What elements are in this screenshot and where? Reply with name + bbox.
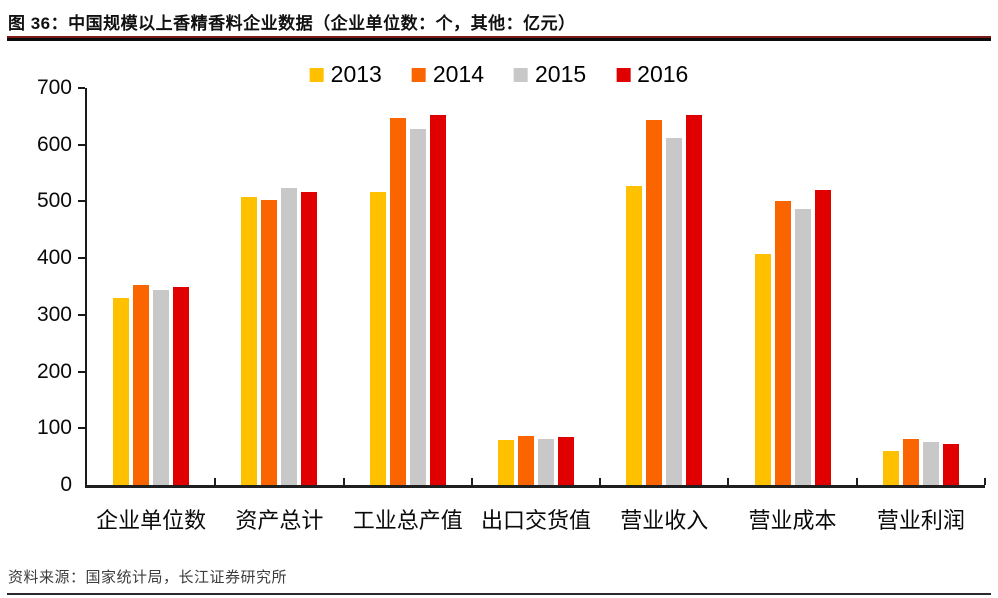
legend-label: 2013	[330, 61, 382, 87]
x-axis-tick	[599, 478, 602, 485]
bar-2016	[686, 114, 703, 485]
y-axis-label: 100	[36, 416, 72, 440]
legend-label: 2016	[637, 61, 689, 87]
bar-2014	[774, 201, 791, 485]
legend-item-2016: 2016	[616, 61, 688, 88]
bar-2016	[301, 191, 318, 485]
bar-group	[472, 88, 600, 485]
bar-group	[344, 88, 472, 485]
y-axis-tick	[78, 427, 85, 430]
bar-groups	[87, 88, 985, 485]
y-axis-label: 600	[36, 132, 72, 156]
y-axis-tick	[78, 257, 85, 260]
bar-chart: 2013 2014 2015 2016 0 100 200 300 400 500 600 700 …	[0, 45, 998, 550]
bar-2016	[814, 190, 831, 485]
x-axis-tick	[342, 478, 345, 485]
y-axis-label: 700	[36, 76, 72, 99]
x-axis-tick	[727, 478, 730, 485]
figure-title: 图 36：中国规模以上香精香料企业数据（企业单位数：个，其他：亿元）	[8, 14, 576, 33]
bar-2014	[261, 199, 278, 485]
legend-item-2015: 2015	[514, 61, 586, 88]
bar-2016	[429, 114, 446, 485]
bar-group	[600, 88, 728, 485]
x-axis-label: 营业利润	[876, 508, 965, 533]
bar-2013	[754, 253, 771, 485]
x-axis-label: 营业成本	[748, 508, 837, 533]
legend-swatch-icon	[616, 67, 631, 82]
bar-group	[87, 88, 215, 485]
title-divider	[7, 38, 991, 41]
bar-2013	[882, 450, 899, 485]
legend-swatch-icon	[411, 67, 426, 82]
legend-item-2014: 2014	[411, 61, 484, 88]
bottom-divider	[7, 593, 991, 595]
bar-2013	[241, 197, 258, 485]
bar-2015	[537, 438, 554, 485]
y-axis-tick	[78, 313, 85, 316]
bar-group	[215, 88, 343, 485]
y-axis-label: 300	[36, 302, 72, 326]
y-axis-tick	[78, 370, 85, 373]
bar-2013	[497, 439, 514, 485]
source-note: 资料来源：国家统计局，长江证券研究所	[8, 569, 288, 586]
legend-swatch-icon	[514, 67, 528, 82]
y-axis-label: 200	[36, 359, 72, 383]
bar-2015	[666, 137, 683, 485]
bar-2014	[902, 438, 919, 485]
legend-label: 2014	[432, 61, 484, 87]
y-axis-label: 0	[60, 473, 72, 496]
y-axis-label: 400	[36, 246, 72, 270]
x-axis: 企业单位数 资产总计 工业总产值 出口交货值 营业收入 营业成本 营业利润	[87, 503, 985, 535]
bar-2016	[173, 286, 190, 485]
bar-2014	[133, 285, 150, 485]
legend-swatch-icon	[309, 67, 324, 82]
bar-2015	[153, 290, 170, 485]
x-axis-label: 工业总产值	[352, 508, 463, 533]
x-axis-tick	[214, 478, 217, 485]
x-axis-tick	[984, 478, 986, 485]
bar-2015	[409, 129, 426, 485]
bar-2013	[626, 185, 643, 485]
bar-2015	[281, 188, 298, 485]
x-axis-label: 资产总计	[235, 508, 324, 533]
bar-group	[728, 88, 856, 485]
y-axis-label: 500	[36, 189, 72, 213]
x-axis-tick	[855, 478, 858, 485]
y-axis-tick	[78, 143, 85, 146]
legend-label: 2015	[535, 61, 587, 87]
plot-area	[78, 87, 986, 488]
bar-2014	[389, 117, 406, 485]
legend-item-2013: 2013	[309, 61, 382, 88]
bar-2015	[794, 209, 811, 485]
bar-2013	[113, 297, 130, 485]
x-axis-label: 营业收入	[620, 508, 709, 533]
bar-group	[857, 88, 985, 485]
chart-legend: 2013 2014 2015 2016	[309, 61, 688, 88]
bar-2016	[557, 436, 574, 485]
title-divider-accent	[7, 36, 991, 38]
bar-2013	[369, 192, 386, 485]
x-axis-label: 出口交货值	[480, 508, 591, 533]
y-axis-tick	[78, 87, 85, 89]
y-axis: 0 100 200 300 400 500 600 700	[0, 77, 72, 496]
bar-2014	[646, 120, 663, 485]
x-axis-tick	[470, 478, 473, 485]
bar-2014	[517, 435, 534, 485]
bar-2016	[942, 444, 959, 485]
bar-2015	[922, 442, 939, 485]
x-axis-label: 企业单位数	[96, 508, 207, 533]
y-axis-tick	[78, 200, 85, 203]
